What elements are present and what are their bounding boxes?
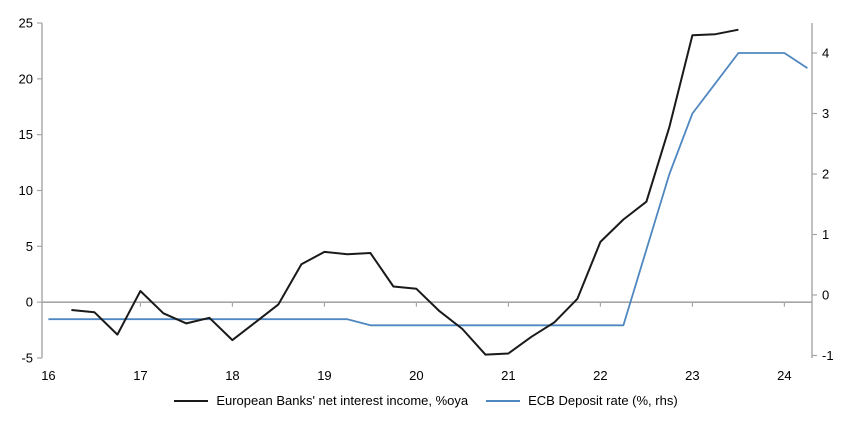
y-axis-left-tick-label: 0 [26, 295, 33, 310]
legend-line-swatch-black [174, 399, 209, 402]
x-axis-tick-label: 24 [777, 368, 791, 383]
y-axis-left-tick-label: 25 [19, 16, 33, 31]
y-axis-right-tick-label: 3 [822, 106, 829, 121]
y-axis-left-tick-label: 20 [19, 71, 33, 86]
series-line-net-interest-income [71, 28, 739, 356]
x-axis-tick-label: 17 [133, 368, 147, 383]
y-axis-left-tick-label: 5 [26, 239, 33, 254]
y-axis-right-tick-label: -1 [822, 348, 834, 363]
y-axis-left-tick-label: 10 [19, 183, 33, 198]
legend-item-net-interest-income: European Banks' net interest income, %oy… [174, 393, 468, 408]
legend-label-ecb-deposit-rate: ECB Deposit rate (%, rhs) [528, 393, 678, 408]
legend-label-net-interest-income: European Banks' net interest income, %oy… [216, 393, 469, 408]
y-axis-right-tick-label: 4 [822, 46, 829, 61]
x-axis-tick-label: 23 [685, 368, 699, 383]
x-axis-tick-label: 19 [317, 368, 331, 383]
legend-item-ecb-deposit-rate: ECB Deposit rate (%, rhs) [486, 393, 678, 408]
y-axis-right-tick-label: 2 [822, 167, 829, 182]
x-axis-tick-label: 16 [41, 368, 55, 383]
y-axis-right-tick-label: 1 [822, 227, 829, 242]
x-axis-tick-label: 21 [501, 368, 515, 383]
y-axis-right-tick-label: 0 [822, 288, 829, 303]
x-axis-tick-label: 18 [225, 368, 239, 383]
legend-line-swatch-blue [486, 399, 521, 402]
x-axis-tick-label: 22 [593, 368, 607, 383]
chart-legend: European Banks' net interest income, %oy… [0, 393, 852, 408]
y-axis-left-tick-label: 15 [19, 127, 33, 142]
x-axis-tick-label: 20 [409, 368, 423, 383]
y-axis-left-tick-label: -5 [21, 351, 33, 366]
series-line-ecb-deposit-rate [48, 52, 808, 327]
